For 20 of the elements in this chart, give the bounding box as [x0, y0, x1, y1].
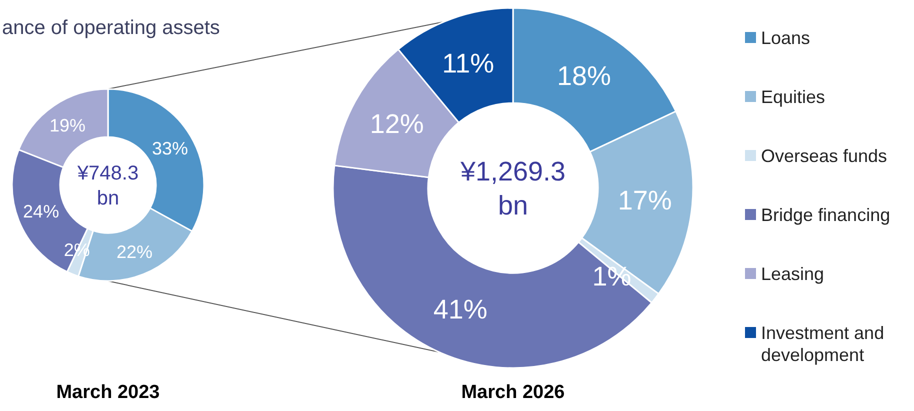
legend-label: Loans — [761, 28, 810, 48]
data-label: 33% — [152, 138, 188, 158]
data-label: 24% — [23, 202, 60, 222]
legend-label: Bridge financing — [761, 205, 890, 225]
text: ¥1,269.3 bn — [459, 156, 566, 220]
text: March 2026 — [461, 382, 565, 403]
data-label: 12% — [370, 109, 424, 140]
legend-label: Overseas funds — [761, 146, 888, 166]
chart-title: ance of operating assets — [2, 17, 220, 39]
data-label: 19% — [50, 115, 86, 136]
data-label: 41% — [433, 294, 488, 325]
legend-label: Leasing — [761, 264, 824, 284]
legend-label: Equities — [761, 87, 826, 107]
data-label: 17% — [618, 185, 672, 216]
data-label: 11% — [442, 48, 494, 78]
text: March 2023 — [56, 382, 160, 403]
data-label: 18% — [556, 61, 612, 92]
data-label: 22% — [116, 242, 153, 262]
legend-label: Investment and development — [761, 323, 884, 365]
text: ¥748.3 bn — [76, 162, 139, 210]
